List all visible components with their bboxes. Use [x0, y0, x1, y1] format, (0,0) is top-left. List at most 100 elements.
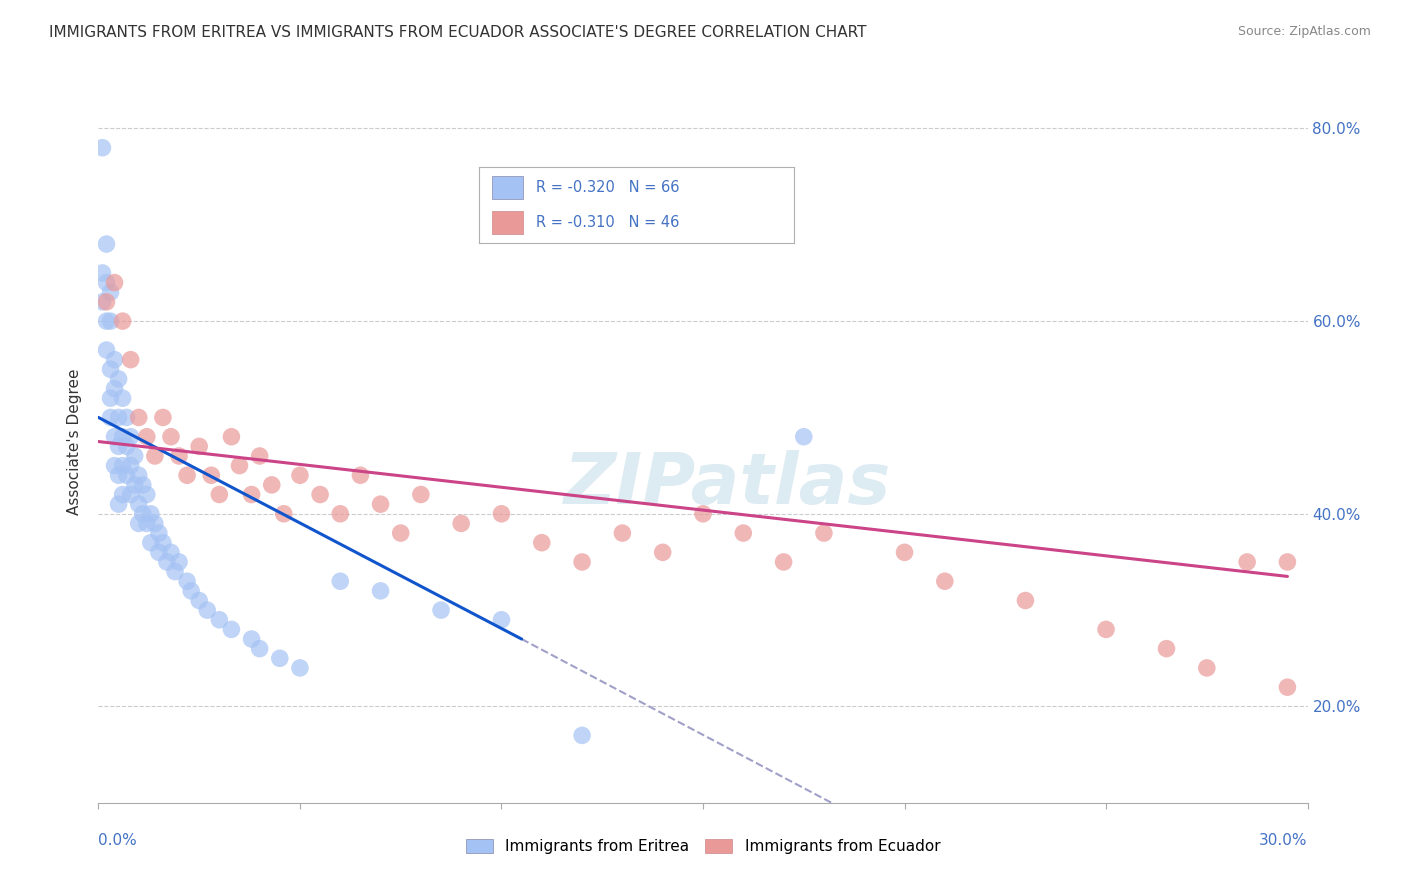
- Point: [167, 449, 190, 463]
- Point: [128, 468, 150, 483]
- Point: [370, 583, 392, 598]
- Point: [96, 276, 118, 290]
- Point: [128, 516, 150, 531]
- Point: [228, 458, 250, 473]
- Point: [349, 468, 371, 483]
- Point: [612, 526, 634, 541]
- Point: [240, 632, 263, 646]
- Point: [240, 487, 263, 501]
- Point: [120, 458, 142, 473]
- Point: [188, 439, 211, 453]
- Point: [103, 458, 125, 473]
- Legend: Immigrants from Eritrea, Immigrants from Ecuador: Immigrants from Eritrea, Immigrants from…: [460, 833, 946, 860]
- Point: [135, 487, 157, 501]
- Point: [111, 487, 134, 501]
- Point: [409, 487, 432, 501]
- Point: [221, 623, 243, 637]
- Point: [100, 391, 122, 405]
- Point: [100, 410, 122, 425]
- Point: [128, 497, 150, 511]
- Point: [1095, 623, 1118, 637]
- Point: [288, 661, 311, 675]
- Point: [651, 545, 673, 559]
- Point: [793, 430, 815, 444]
- Point: [111, 458, 134, 473]
- Point: [111, 430, 134, 444]
- Point: [813, 526, 835, 541]
- Point: [107, 372, 129, 386]
- Text: IMMIGRANTS FROM ERITREA VS IMMIGRANTS FROM ECUADOR ASSOCIATE'S DEGREE CORRELATIO: IMMIGRANTS FROM ERITREA VS IMMIGRANTS FR…: [49, 25, 866, 40]
- Point: [249, 449, 271, 463]
- Point: [188, 593, 211, 607]
- Point: [195, 603, 218, 617]
- Point: [100, 285, 122, 300]
- Point: [160, 430, 183, 444]
- Point: [139, 507, 162, 521]
- Point: [107, 439, 129, 453]
- Point: [100, 314, 122, 328]
- Point: [893, 545, 915, 559]
- Point: [135, 516, 157, 531]
- Point: [692, 507, 714, 521]
- Point: [143, 516, 166, 531]
- Point: [260, 478, 283, 492]
- Text: Source: ZipAtlas.com: Source: ZipAtlas.com: [1237, 25, 1371, 38]
- Point: [772, 555, 794, 569]
- Point: [103, 430, 125, 444]
- Point: [249, 641, 271, 656]
- Text: 0.0%: 0.0%: [98, 833, 138, 848]
- Point: [111, 314, 134, 328]
- Point: [148, 545, 170, 559]
- Point: [269, 651, 291, 665]
- Point: [389, 526, 412, 541]
- Point: [329, 507, 352, 521]
- Point: [176, 574, 198, 589]
- Point: [571, 728, 593, 742]
- Point: [139, 535, 162, 549]
- Point: [180, 583, 202, 598]
- Point: [103, 382, 125, 396]
- Point: [103, 352, 125, 367]
- Point: [124, 449, 146, 463]
- Point: [152, 410, 174, 425]
- Point: [107, 497, 129, 511]
- Point: [200, 468, 222, 483]
- Point: [96, 343, 118, 357]
- Point: [208, 487, 231, 501]
- Point: [107, 410, 129, 425]
- Point: [103, 276, 125, 290]
- Point: [148, 526, 170, 541]
- Point: [733, 526, 755, 541]
- Point: [1195, 661, 1218, 675]
- Text: 30.0%: 30.0%: [1260, 833, 1308, 848]
- Point: [132, 478, 155, 492]
- Point: [120, 352, 142, 367]
- Point: [273, 507, 295, 521]
- Point: [91, 266, 114, 280]
- Point: [91, 141, 114, 155]
- Point: [1236, 555, 1258, 569]
- Point: [120, 487, 142, 501]
- Point: [491, 613, 513, 627]
- Point: [120, 430, 142, 444]
- Point: [208, 613, 231, 627]
- Point: [107, 468, 129, 483]
- Point: [430, 603, 453, 617]
- Point: [160, 545, 183, 559]
- Point: [115, 410, 138, 425]
- Point: [115, 468, 138, 483]
- Point: [176, 468, 198, 483]
- Point: [156, 555, 179, 569]
- Point: [450, 516, 472, 531]
- Text: ZIPatlas: ZIPatlas: [564, 450, 891, 519]
- Point: [96, 314, 118, 328]
- Point: [934, 574, 956, 589]
- Point: [329, 574, 352, 589]
- Point: [115, 439, 138, 453]
- Point: [128, 410, 150, 425]
- Point: [111, 391, 134, 405]
- Point: [96, 294, 118, 309]
- Point: [163, 565, 186, 579]
- Point: [100, 362, 122, 376]
- Point: [132, 507, 155, 521]
